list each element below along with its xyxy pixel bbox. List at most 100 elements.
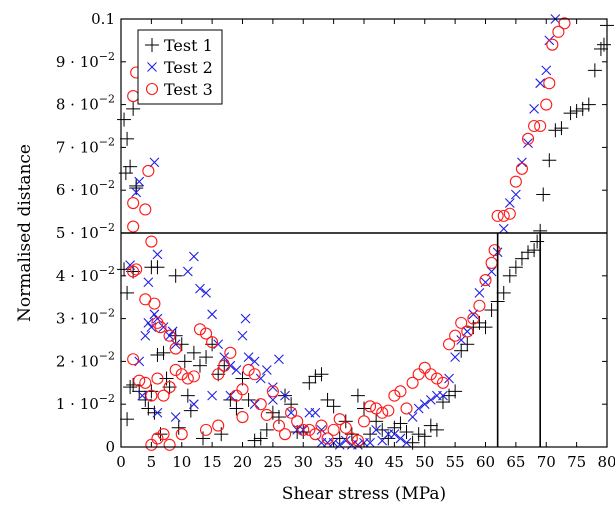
x-tick-label: 45	[385, 453, 404, 471]
data-point	[338, 414, 353, 429]
data-point	[418, 361, 431, 374]
data-point	[365, 437, 375, 448]
data-point	[310, 407, 321, 418]
data-point	[509, 175, 522, 188]
x-tick-label: 20	[233, 453, 252, 471]
data-point	[139, 376, 152, 389]
data-point	[508, 260, 523, 275]
data-point	[405, 435, 420, 450]
x-tick-label: 0	[116, 453, 126, 471]
data-point	[253, 431, 268, 446]
x-tick-label: 65	[506, 453, 525, 471]
data-point	[370, 402, 383, 415]
data-point	[388, 389, 401, 402]
data-point	[211, 367, 226, 382]
data-point	[394, 385, 407, 398]
data-point	[486, 266, 497, 277]
x-tick-label: 40	[354, 453, 373, 471]
data-point	[206, 336, 219, 349]
y-tick-label: 2 · 10−2	[56, 349, 115, 370]
data-point	[219, 352, 230, 363]
data-point	[120, 412, 135, 427]
chart-legend: Test 1 Test 2 Test 3	[137, 29, 223, 105]
x-tick-label: 55	[446, 453, 465, 471]
data-point	[548, 123, 563, 138]
y-tick-label: 3 · 10−2	[56, 307, 115, 328]
data-point	[528, 119, 541, 133]
data-point	[593, 41, 608, 56]
x-axis-title: Shear stress (MPa)	[282, 484, 446, 504]
data-point	[133, 374, 146, 387]
y-tick-label: 7 · 10−2	[56, 135, 115, 156]
data-point	[438, 390, 448, 401]
data-point	[479, 274, 492, 287]
data-point	[542, 153, 557, 168]
data-point	[351, 434, 364, 447]
data-point	[302, 375, 317, 390]
data-point	[285, 406, 298, 419]
axis-ticks	[120, 18, 608, 448]
data-point	[265, 405, 280, 420]
data-point	[521, 245, 536, 260]
y-tick-label: 6 · 10−2	[56, 178, 115, 199]
data-point	[456, 335, 467, 345]
data-point	[369, 414, 384, 429]
data-point	[395, 433, 406, 444]
data-point	[357, 415, 371, 428]
data-point	[315, 419, 328, 432]
data-point	[442, 388, 457, 403]
data-point	[581, 97, 596, 112]
data-point	[247, 433, 262, 448]
data-point	[140, 330, 151, 341]
data-point	[278, 428, 292, 441]
data-point	[462, 326, 473, 337]
y-tick-label: 0.1	[91, 10, 115, 28]
data-point	[502, 268, 517, 283]
data-point	[460, 337, 475, 352]
data-point	[291, 415, 304, 428]
data-point	[169, 363, 182, 377]
data-point	[218, 359, 231, 372]
data-point	[554, 121, 569, 136]
data-point	[280, 390, 290, 401]
y-tick-label: 1 · 10−2	[56, 392, 115, 413]
data-point	[442, 338, 456, 351]
data-point	[536, 187, 551, 202]
data-point	[174, 337, 189, 352]
data-point	[436, 376, 450, 389]
data-point	[163, 438, 176, 451]
data-point	[143, 317, 154, 328]
data-point	[170, 412, 181, 422]
x-tick-label: 35	[324, 453, 343, 471]
legend-marker	[145, 38, 159, 52]
chart-series-layer	[117, 14, 614, 451]
data-point	[406, 376, 419, 389]
data-point	[308, 369, 323, 384]
data-point	[327, 423, 340, 436]
y-tick-label: 5 · 10−2	[56, 221, 115, 242]
data-point	[243, 352, 254, 363]
data-point	[267, 395, 278, 405]
data-point	[400, 402, 413, 415]
data-point	[242, 363, 255, 377]
data-point	[189, 399, 199, 410]
data-point	[182, 266, 193, 277]
data-point	[587, 63, 602, 78]
data-point	[498, 223, 509, 234]
data-point	[284, 397, 299, 412]
data-point	[491, 209, 504, 222]
data-point	[225, 360, 236, 371]
data-point	[468, 309, 479, 320]
data-point	[127, 220, 140, 233]
data-point	[248, 368, 261, 381]
data-point	[127, 196, 140, 210]
data-point	[411, 427, 426, 442]
data-point	[139, 203, 152, 216]
data-point	[201, 288, 211, 298]
data-point	[254, 398, 267, 411]
data-point	[435, 395, 450, 410]
data-point	[152, 407, 163, 418]
data-point	[236, 410, 249, 424]
data-point	[150, 260, 165, 275]
data-point	[419, 399, 430, 410]
